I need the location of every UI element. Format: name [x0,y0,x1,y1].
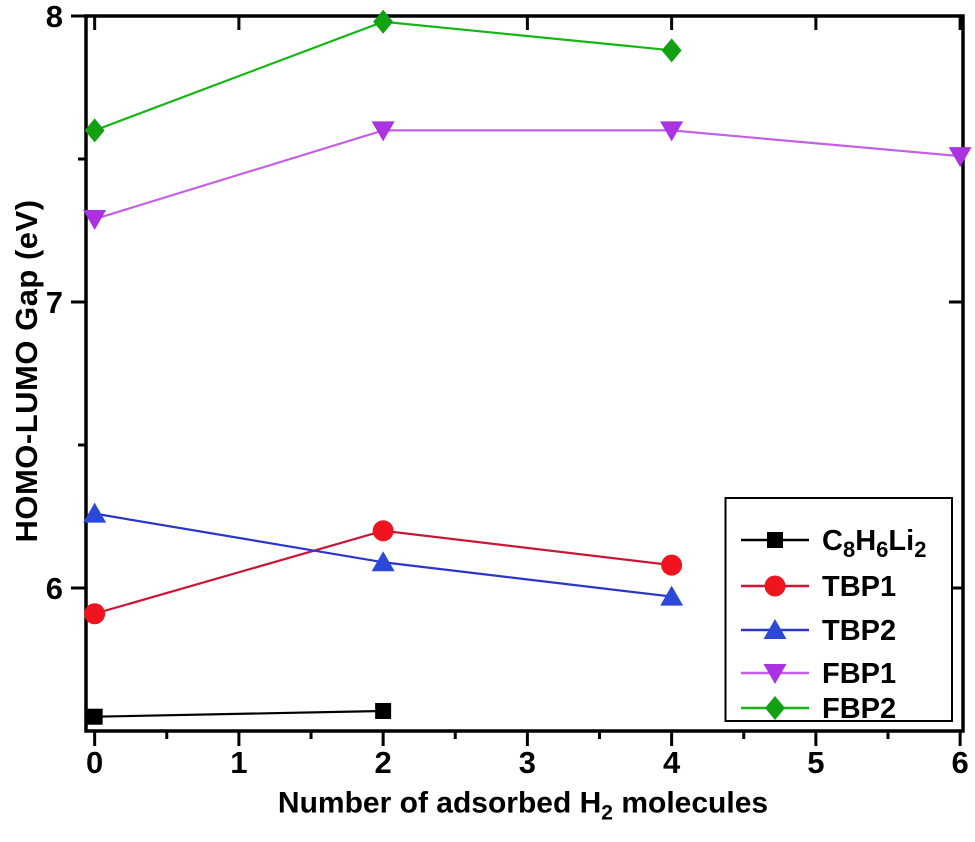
data-point-TBP2 [83,502,107,523]
series-line-FBP1 [94,129,961,221]
data-point-TBP2 [660,585,684,606]
data-point-FBP1 [660,121,684,142]
y-axis-title: HOMO-LUMO Gap (eV) [9,199,44,543]
data-point-C8H6Li2 [86,708,103,725]
data-point-TBP1 [372,520,394,542]
data-point-C8H6Li2 [375,702,392,719]
x-axis-title-text: Number of adsorbed H [277,786,602,820]
y-tick-label: 7 [46,285,63,320]
x-tick-label: 6 [951,745,968,780]
y-tick-label: 6 [46,571,63,606]
data-point-FBP2 [373,9,394,34]
legend-marker-FBP2 [765,696,785,720]
x-tick-label: 0 [86,745,103,780]
x-axis-title-subscript: 2 [601,801,613,825]
data-point-FBP1 [948,147,972,168]
data-point-TBP1 [661,554,683,576]
data-point-FBP1 [83,210,107,231]
legend-label-FBP1: FBP1 [822,658,896,690]
legend-marker-FBP1 [763,664,787,684]
x-axis-title: Number of adsorbed H2 molecules [278,787,768,826]
legend-label-FBP2: FBP2 [822,693,896,725]
x-tick-label: 5 [807,745,824,780]
data-point-FBP2 [661,38,682,63]
series-line-FBP2 [94,20,672,132]
series-line-TBP1 [94,529,672,615]
x-tick-label: 4 [663,745,681,780]
legend-marker-C8H6Li2 [767,532,783,548]
series-line-C8H6Li2 [94,709,384,718]
legend-label-TBP1: TBP1 [822,571,896,603]
y-tick-label: 8 [46,0,63,34]
x-tick-label: 2 [375,745,392,780]
legend-marker-TBP2 [763,619,787,639]
legend-box [724,497,953,722]
data-point-FBP1 [371,121,395,142]
data-point-TBP2 [371,551,395,572]
x-tick-label: 1 [230,745,247,780]
legend-label-C8H6Li2: C8H6Li2 [822,525,926,562]
x-tick-label: 3 [519,745,536,780]
legend-marker-TBP1 [764,575,786,597]
plot-frame [84,14,965,733]
x-axis-title-suffix: molecules [612,786,769,820]
data-point-TBP1 [84,603,106,625]
legend-label-TBP2: TBP2 [822,615,896,647]
data-point-FBP2 [84,118,105,143]
